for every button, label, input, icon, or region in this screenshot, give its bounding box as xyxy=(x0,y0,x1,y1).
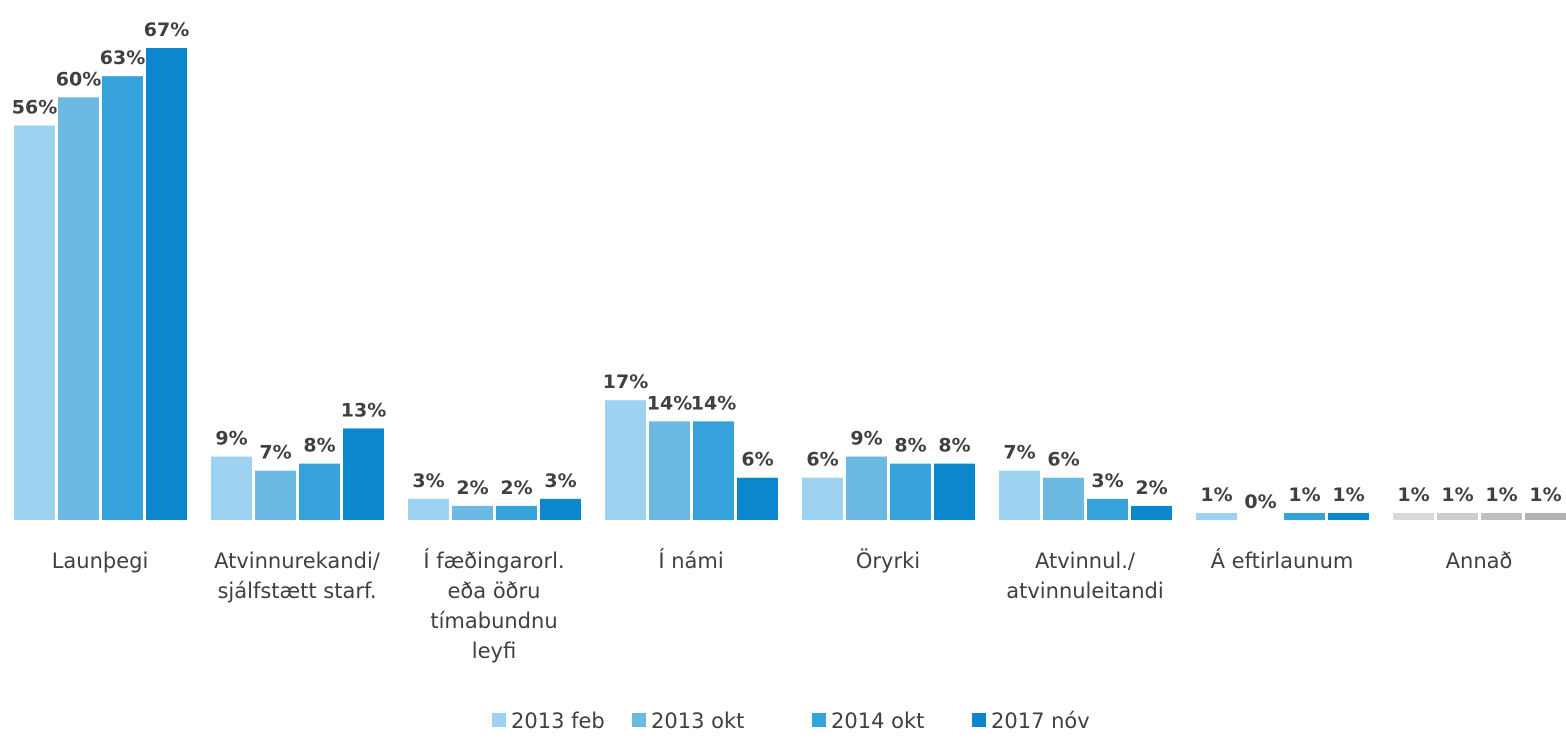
value-label: 9% xyxy=(215,428,247,450)
x-tick-label: Launþegi xyxy=(52,549,149,573)
bar xyxy=(211,456,252,520)
value-label: 1% xyxy=(1485,484,1517,506)
value-label: 8% xyxy=(894,435,926,457)
value-label: 14% xyxy=(647,392,692,414)
bar xyxy=(605,400,646,520)
x-tick-label: Atvinnul./ atvinnuleitandi xyxy=(1006,549,1163,603)
value-label: 1% xyxy=(1200,484,1232,506)
label-line: tímabundnu xyxy=(430,609,557,633)
label-line: Annað xyxy=(1446,549,1513,573)
bar xyxy=(299,463,340,520)
x-tick-label: Í fæðingarorl. eða öðru tímabundnu leyfi xyxy=(423,548,564,663)
bar xyxy=(1131,505,1172,520)
bar xyxy=(649,421,690,520)
bar xyxy=(934,463,975,520)
value-label: 67% xyxy=(144,19,189,41)
bar xyxy=(343,428,384,520)
bar xyxy=(452,505,493,520)
bar xyxy=(1328,512,1369,520)
value-label: 14% xyxy=(691,392,736,414)
bar xyxy=(737,477,778,520)
legend-swatch xyxy=(492,713,506,727)
label-line: leyfi xyxy=(472,639,516,663)
value-label: 1% xyxy=(1397,484,1429,506)
value-label: 1% xyxy=(1288,484,1320,506)
value-label: 6% xyxy=(741,449,773,471)
value-label: 7% xyxy=(1003,442,1035,464)
value-label: 8% xyxy=(938,435,970,457)
legend-label: 2013 okt xyxy=(651,709,744,733)
bar xyxy=(890,463,931,520)
legend-swatch xyxy=(632,713,646,727)
value-label: 63% xyxy=(100,47,145,69)
x-tick-label: Á eftirlaunum xyxy=(1211,548,1354,573)
label-line: atvinnuleitandi xyxy=(1006,579,1163,603)
bar xyxy=(693,421,734,520)
bar xyxy=(1087,498,1128,520)
bar xyxy=(1525,512,1566,520)
bar xyxy=(58,97,99,521)
legend-label: 2017 nóv xyxy=(991,709,1090,733)
bar xyxy=(802,477,843,520)
legend-label: 2014 okt xyxy=(831,709,924,733)
value-label: 3% xyxy=(412,470,444,492)
legend-swatch xyxy=(812,713,826,727)
value-label: 9% xyxy=(850,428,882,450)
value-label: 8% xyxy=(303,435,335,457)
value-label: 3% xyxy=(544,470,576,492)
bar xyxy=(1196,512,1237,520)
legend-swatch xyxy=(972,713,986,727)
x-tick-label: Atvinnurekandi/sjálfstætt starf. xyxy=(214,549,381,603)
bar xyxy=(846,456,887,520)
bar xyxy=(102,76,143,520)
value-label: 13% xyxy=(341,399,386,421)
value-label: 56% xyxy=(12,96,57,118)
value-label: 7% xyxy=(259,442,291,464)
bar xyxy=(1393,512,1434,520)
value-label: 2% xyxy=(456,477,488,499)
bar xyxy=(255,470,296,520)
label-line: sjálfstætt starf. xyxy=(217,579,376,603)
value-label: 0% xyxy=(1244,491,1276,513)
label-line: Öryrki xyxy=(856,548,920,573)
bar xyxy=(146,48,187,520)
value-label: 1% xyxy=(1529,484,1561,506)
value-label: 17% xyxy=(603,371,648,393)
label-line: Í fæðingarorl. xyxy=(423,548,564,573)
bar xyxy=(540,498,581,520)
label-line: Launþegi xyxy=(52,549,149,573)
label-line: Atvinnul./ xyxy=(1035,549,1136,573)
x-tick-label: Annað xyxy=(1446,549,1513,573)
value-label: 6% xyxy=(1047,449,1079,471)
bar xyxy=(496,505,537,520)
value-label: 6% xyxy=(806,449,838,471)
bar xyxy=(1481,512,1522,520)
bar xyxy=(408,498,449,520)
value-label: 3% xyxy=(1091,470,1123,492)
value-label: 1% xyxy=(1332,484,1364,506)
x-tick-label: Í námi xyxy=(658,548,723,573)
label-line: Atvinnurekandi/ xyxy=(214,549,381,573)
value-label: 1% xyxy=(1441,484,1473,506)
bar xyxy=(1437,512,1478,520)
x-tick-label: Öryrki xyxy=(856,548,920,573)
label-line: Í námi xyxy=(658,548,723,573)
bar xyxy=(14,125,55,520)
value-label: 2% xyxy=(500,477,532,499)
label-line: eða öðru xyxy=(448,579,541,603)
legend-label: 2013 feb xyxy=(511,709,605,733)
label-line: Á eftirlaunum xyxy=(1211,548,1354,573)
bar xyxy=(1284,512,1325,520)
value-label: 60% xyxy=(56,68,101,90)
bar xyxy=(1043,477,1084,520)
bar xyxy=(999,470,1040,520)
value-label: 2% xyxy=(1135,477,1167,499)
